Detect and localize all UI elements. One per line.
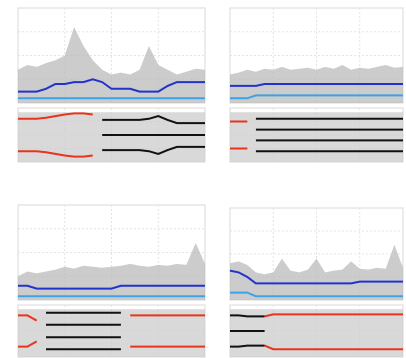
noise-area: [18, 309, 205, 357]
noise-area: [230, 112, 403, 162]
segment-line: [264, 313, 403, 318]
segment-line: [230, 291, 403, 298]
segment-line: [18, 284, 205, 290]
segment-line: [264, 344, 403, 351]
segment-line: [230, 314, 265, 318]
segment-line: [18, 78, 205, 93]
segment-line: [102, 115, 205, 125]
noise-area: [18, 112, 205, 162]
segment-line: [18, 314, 205, 322]
noise-area: [230, 244, 403, 300]
segment-line: [18, 340, 205, 348]
noise-area: [230, 309, 403, 357]
segment-line: [102, 145, 205, 155]
segment-line: [18, 112, 93, 120]
segment-line: [229, 269, 403, 285]
segment-line: [230, 83, 403, 87]
segment-line: [230, 94, 403, 100]
segment-line: [230, 344, 265, 348]
segment-line: [18, 150, 93, 158]
